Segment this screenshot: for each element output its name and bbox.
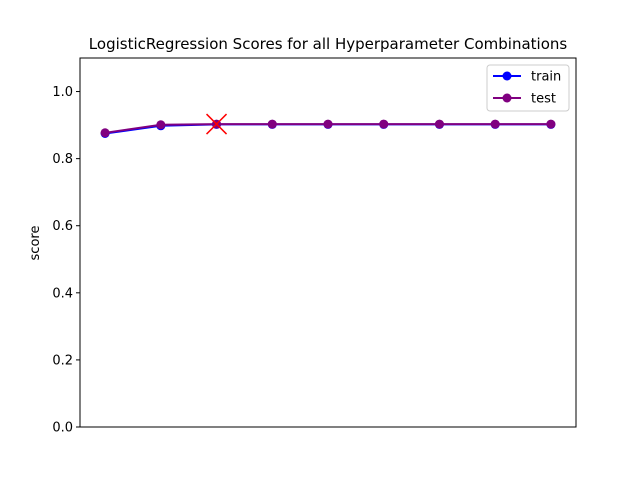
y-tick-label: 0.6 (52, 219, 73, 234)
y-tick-label: 1.0 (52, 85, 73, 100)
data-point-test (490, 119, 500, 129)
y-tick-label: 0.0 (52, 421, 73, 436)
y-axis-ticks: 0.0 0.2 0.4 0.6 0.8 1.0 (52, 85, 80, 436)
data-point-test (434, 119, 444, 129)
data-point-test (379, 119, 389, 129)
legend-label: train (531, 70, 561, 85)
data-point-test (156, 120, 166, 130)
y-tick-label: 0.2 (52, 353, 73, 368)
chart-title: LogisticRegression Scores for all Hyperp… (89, 35, 568, 53)
data-point-test (100, 128, 110, 138)
legend-swatch-marker (502, 93, 512, 103)
data-point-test (323, 119, 333, 129)
best-point-x-stroke (206, 113, 228, 135)
legend-label: test (531, 92, 556, 107)
legend: train test (486, 64, 570, 112)
legend-swatch-marker (502, 71, 512, 81)
plot-area-frame (79, 57, 577, 428)
y-axis-label: score (28, 226, 43, 261)
data-point-test (546, 119, 556, 129)
y-tick-label: 0.4 (52, 286, 73, 301)
y-tick-label: 0.8 (52, 152, 73, 167)
data-point-test (267, 119, 277, 129)
best-score-marker (206, 113, 228, 135)
